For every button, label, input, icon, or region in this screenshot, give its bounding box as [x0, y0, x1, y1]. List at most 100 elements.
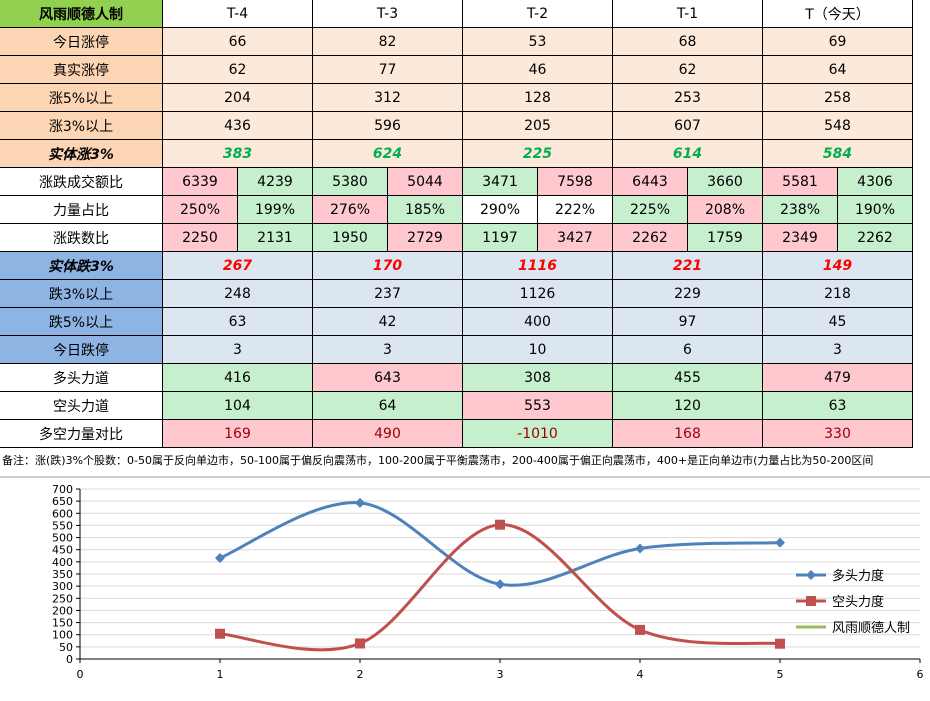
value-cell: 416 — [163, 364, 313, 392]
value-cell: 218 — [763, 280, 913, 308]
y-tick-label: 650 — [52, 495, 73, 508]
legend-marker — [806, 570, 816, 580]
value-cell: 290% — [463, 196, 538, 224]
value-cell: 1116 — [463, 252, 613, 280]
value-cell: 2349 — [763, 224, 838, 252]
value-cell: 169 — [163, 420, 313, 448]
value-cell: 312 — [313, 84, 463, 112]
header-cell: 风雨顺德人制 — [0, 0, 163, 28]
legend-label: 多头力度 — [832, 568, 884, 584]
y-tick-label: 150 — [52, 617, 73, 630]
value-cell: 596 — [313, 112, 463, 140]
marker — [495, 579, 505, 590]
row-label: 今日跌停 — [0, 336, 163, 364]
y-tick-label: 550 — [52, 519, 73, 532]
marker — [775, 537, 785, 548]
marker — [355, 497, 365, 508]
chart: 0501001502002503003504004505005506006507… — [0, 476, 930, 681]
row-label: 涨跌数比 — [0, 224, 163, 252]
x-tick-label: 1 — [217, 668, 224, 681]
value-cell: 6 — [613, 336, 763, 364]
value-cell: 1759 — [688, 224, 763, 252]
row-label: 跌3%以上 — [0, 280, 163, 308]
value-cell: 1126 — [463, 280, 613, 308]
value-cell: 3 — [163, 336, 313, 364]
value-cell: 6443 — [613, 168, 688, 196]
x-tick-label: 4 — [637, 668, 644, 681]
value-cell: 2250 — [163, 224, 238, 252]
header-cell: T-3 — [313, 0, 463, 28]
value-cell: 258 — [763, 84, 913, 112]
value-cell: 2131 — [238, 224, 313, 252]
x-tick-label: 2 — [357, 668, 364, 681]
y-tick-label: 200 — [52, 604, 73, 617]
row-label: 力量占比 — [0, 196, 163, 224]
value-cell: 225 — [463, 140, 613, 168]
y-tick-label: 450 — [52, 544, 73, 557]
value-cell: 5581 — [763, 168, 838, 196]
value-cell: 3471 — [463, 168, 538, 196]
value-cell: 128 — [463, 84, 613, 112]
y-tick-label: 400 — [52, 556, 73, 569]
y-tick-label: 100 — [52, 629, 73, 642]
marker — [215, 552, 225, 563]
x-tick-label: 5 — [777, 668, 784, 681]
value-cell: 548 — [763, 112, 913, 140]
y-tick-label: 600 — [52, 507, 73, 520]
value-cell: 553 — [463, 392, 613, 420]
value-cell: 62 — [613, 56, 763, 84]
value-cell: 170 — [313, 252, 463, 280]
value-cell: 46 — [463, 56, 613, 84]
header-cell: T-4 — [163, 0, 313, 28]
value-cell: 3427 — [538, 224, 613, 252]
y-tick-label: 50 — [59, 641, 73, 654]
value-cell: 199% — [238, 196, 313, 224]
value-cell: 168 — [613, 420, 763, 448]
y-tick-label: 0 — [66, 653, 73, 666]
row-label: 多头力道 — [0, 364, 163, 392]
marker — [215, 628, 225, 639]
value-cell: 63 — [163, 308, 313, 336]
y-tick-label: 350 — [52, 568, 73, 581]
value-cell: 624 — [313, 140, 463, 168]
value-cell: 225% — [613, 196, 688, 224]
value-cell: 97 — [613, 308, 763, 336]
value-cell: -1010 — [463, 420, 613, 448]
marker — [775, 638, 785, 649]
value-cell: 66 — [163, 28, 313, 56]
value-cell: 205 — [463, 112, 613, 140]
note: 备注：涨(跌)3%个股数：0-50属于反向单边市，50-100属于偏反向震荡市，… — [2, 454, 874, 467]
x-tick-label: 3 — [497, 668, 504, 681]
marker — [355, 638, 365, 649]
x-tick-label: 0 — [77, 668, 84, 681]
value-cell: 584 — [763, 140, 913, 168]
y-tick-label: 250 — [52, 592, 73, 605]
value-cell: 120 — [613, 392, 763, 420]
row-label: 涨3%以上 — [0, 112, 163, 140]
value-cell: 490 — [313, 420, 463, 448]
value-cell: 68 — [613, 28, 763, 56]
legend-label: 风雨顺德人制 — [832, 621, 910, 636]
value-cell: 436 — [163, 112, 313, 140]
value-cell: 607 — [613, 112, 763, 140]
value-cell: 455 — [613, 364, 763, 392]
value-cell: 238% — [763, 196, 838, 224]
value-cell: 3 — [763, 336, 913, 364]
value-cell: 221 — [613, 252, 763, 280]
header-cell: T-2 — [463, 0, 613, 28]
value-cell: 64 — [313, 392, 463, 420]
value-cell: 185% — [388, 196, 463, 224]
row-label: 涨5%以上 — [0, 84, 163, 112]
value-cell: 253 — [613, 84, 763, 112]
row-label: 跌5%以上 — [0, 308, 163, 336]
value-cell: 229 — [613, 280, 763, 308]
value-cell: 479 — [763, 364, 913, 392]
value-cell: 69 — [763, 28, 913, 56]
value-cell: 250% — [163, 196, 238, 224]
y-tick-label: 700 — [52, 483, 73, 496]
value-cell: 248 — [163, 280, 313, 308]
row-label: 真实涨停 — [0, 56, 163, 84]
row-label: 涨跌成交额比 — [0, 168, 163, 196]
legend-label: 空头力度 — [832, 594, 884, 610]
